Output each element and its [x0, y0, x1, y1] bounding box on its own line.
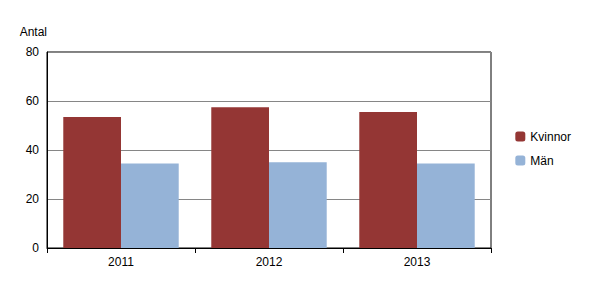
- svg-text:20: 20: [26, 192, 40, 206]
- svg-text:60: 60: [26, 94, 40, 108]
- svg-text:80: 80: [26, 45, 40, 59]
- svg-text:0: 0: [32, 241, 39, 255]
- svg-text:Antal: Antal: [20, 25, 47, 39]
- svg-text:Män: Män: [530, 154, 553, 168]
- svg-text:2012: 2012: [256, 255, 283, 269]
- svg-text:2013: 2013: [404, 255, 431, 269]
- svg-text:40: 40: [26, 143, 40, 157]
- svg-text:2011: 2011: [108, 255, 134, 269]
- svg-text:Kvinnor: Kvinnor: [530, 130, 571, 144]
